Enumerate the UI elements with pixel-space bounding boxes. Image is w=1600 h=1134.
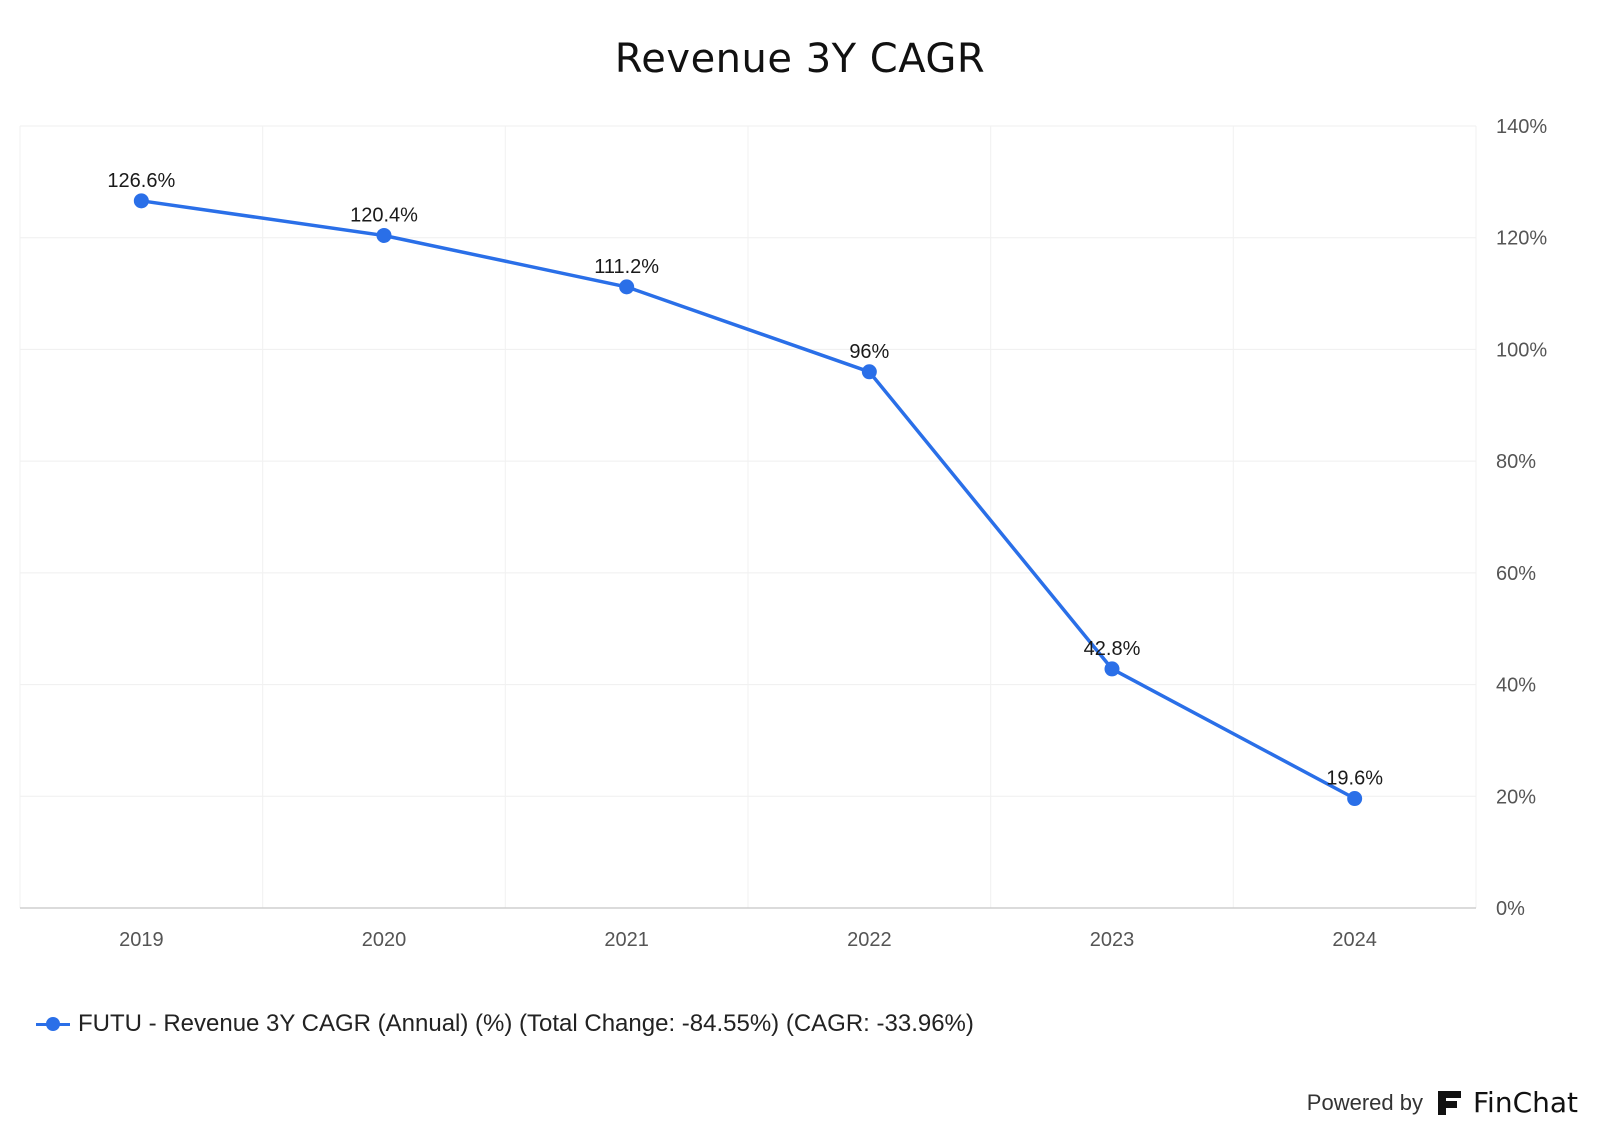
- x-tick-label: 2023: [1090, 929, 1135, 951]
- brand-name: FinChat: [1472, 1086, 1578, 1119]
- data-label: 42.8%: [1084, 638, 1141, 660]
- data-label: 19.6%: [1326, 768, 1383, 790]
- chart-title: Revenue 3Y CAGR: [614, 36, 986, 82]
- series-line: [141, 199, 1356, 801]
- x-tick-label: 2020: [362, 929, 407, 951]
- data-point: [619, 279, 635, 295]
- data-point: [376, 227, 392, 243]
- grid-lines: [19, 125, 1477, 908]
- series-line-group: [141, 199, 1356, 801]
- y-tick-label: 80%: [1496, 451, 1536, 473]
- y-tick-label: 40%: [1496, 675, 1536, 697]
- y-tick-label: 140%: [1496, 116, 1547, 138]
- x-tick-label: 2022: [847, 929, 892, 951]
- data-point: [133, 193, 149, 209]
- y-tick-labels: 0% 20% 40% 60% 80% 100% 120% 140%: [1496, 116, 1547, 920]
- x-tick-label: 2019: [119, 929, 164, 951]
- y-tick-label: 60%: [1496, 563, 1536, 585]
- data-label: 96%: [849, 341, 889, 363]
- data-label: 126.6%: [107, 170, 175, 192]
- legend-marker-icon: [36, 1017, 70, 1031]
- x-tick-label: 2024: [1332, 929, 1377, 951]
- data-point: [861, 364, 877, 380]
- x-tick-label: 2021: [604, 929, 649, 951]
- powered-by[interactable]: Powered by FinChat: [1307, 1086, 1578, 1119]
- powered-by-label: Powered by: [1306, 1089, 1423, 1115]
- y-tick-label: 0%: [1496, 898, 1525, 920]
- data-points: [133, 193, 1363, 807]
- finchat-logo-icon: [1437, 1090, 1461, 1115]
- y-tick-label: 100%: [1496, 339, 1547, 361]
- data-point: [1347, 791, 1363, 807]
- data-label: 120.4%: [350, 204, 418, 226]
- legend-label: FUTU - Revenue 3Y CAGR (Annual) (%) (Tot…: [78, 1010, 974, 1037]
- data-labels: 126.6% 120.4% 111.2% 96% 42.8% 19.6%: [107, 170, 1383, 790]
- data-label: 111.2%: [594, 256, 659, 278]
- y-tick-label: 20%: [1496, 786, 1536, 808]
- data-point: [1104, 661, 1120, 677]
- legend[interactable]: FUTU - Revenue 3Y CAGR (Annual) (%) (Tot…: [36, 1010, 974, 1038]
- x-tick-labels: 2019 2020 2021 2022 2023 2024: [119, 929, 1377, 951]
- y-tick-label: 120%: [1496, 228, 1547, 250]
